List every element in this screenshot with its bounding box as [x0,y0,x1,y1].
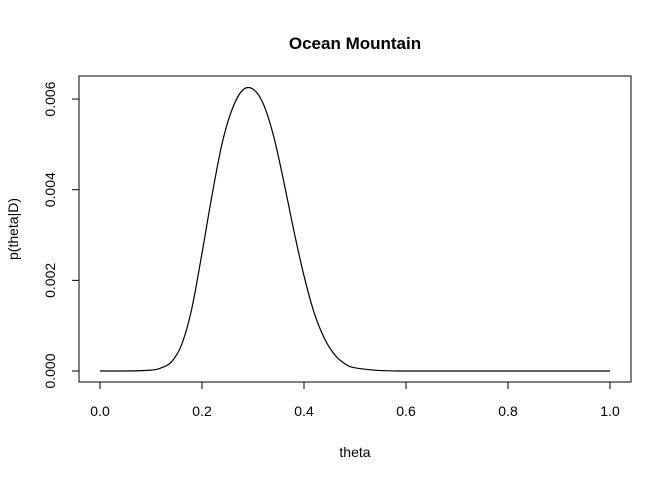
y-axis-label: p(theta|D) [5,198,21,260]
plot-frame [78,75,632,383]
y-tick-label: 0.004 [42,172,58,207]
x-tick-label: 0.0 [90,403,110,419]
x-tick-label: 1.0 [600,403,620,419]
x-axis-ticks: 0.0 0.2 0.4 0.6 0.8 1.0 [90,382,620,419]
x-tick-label: 0.8 [498,403,518,419]
chart-title: Ocean Mountain [289,34,421,53]
x-axis-label: theta [339,444,370,460]
x-tick-label: 0.2 [192,403,212,419]
y-tick-label: 0.006 [42,81,58,116]
y-tick-label: 0.000 [42,353,58,388]
x-tick-label: 0.6 [396,403,416,419]
y-axis-ticks: 0.000 0.002 0.004 0.006 [42,81,79,389]
x-tick-label: 0.4 [294,403,314,419]
y-tick-label: 0.002 [42,263,58,298]
density-curve-series [99,86,610,372]
